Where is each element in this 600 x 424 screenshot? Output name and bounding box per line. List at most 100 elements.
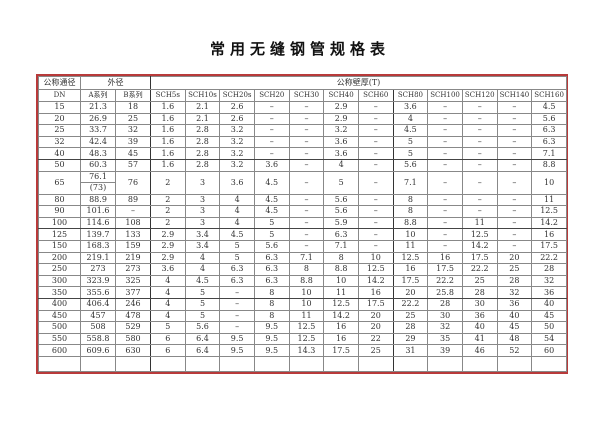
table-cell: – bbox=[461, 101, 498, 114]
table-cell: – bbox=[357, 193, 394, 207]
table-cell: 5.6 bbox=[253, 239, 290, 253]
table-cell: – bbox=[496, 124, 533, 137]
table-cell: 5 bbox=[150, 321, 186, 334]
table-cell: 4.5 bbox=[219, 228, 255, 241]
empty-cell bbox=[253, 355, 290, 372]
table-cell: 6 bbox=[150, 344, 186, 357]
table-cell: 2.8 bbox=[184, 147, 221, 160]
table-cell: 323.9 bbox=[80, 274, 116, 288]
table-cell: 200 bbox=[38, 251, 81, 265]
column-header: DN bbox=[38, 88, 81, 102]
table-cell: 1.6 bbox=[150, 158, 186, 172]
table-cell: – bbox=[496, 135, 533, 149]
table-cell: 90 bbox=[38, 205, 81, 218]
table-row: 25 33.7 32 1.6 2.8 3.2– –3.2–4.5– – –6.3 bbox=[38, 124, 568, 137]
table-cell: – bbox=[496, 158, 533, 172]
table-cell: 2.8 bbox=[184, 135, 221, 149]
table-cell: 17.5 bbox=[427, 263, 463, 276]
table-cell: 15 bbox=[38, 101, 81, 114]
table-cell: 17.5 bbox=[531, 239, 568, 253]
table-cell: 7.1 bbox=[288, 251, 325, 265]
table-row: 250 273 273 3.6 4 6.3 6.3 8 8.8 12.5 16 17.5 22.2 25 2… bbox=[38, 263, 568, 276]
table-cell: – bbox=[496, 147, 533, 160]
table-cell: 9.5 bbox=[253, 344, 290, 357]
table-cell: 29 bbox=[392, 332, 429, 346]
table-cell: – bbox=[253, 135, 290, 149]
table-cell: – bbox=[253, 101, 290, 114]
table-cell: 8 bbox=[392, 205, 429, 218]
table-cell: 42.4 bbox=[80, 135, 116, 149]
table-cell: 325 bbox=[115, 274, 151, 288]
table-cell: 5 bbox=[253, 216, 290, 230]
table-cell: – bbox=[427, 216, 463, 230]
table-cell: 4.5 bbox=[392, 124, 429, 137]
table-cell: 3 bbox=[184, 170, 221, 195]
table-cell: – bbox=[427, 147, 463, 160]
table-cell: 3 bbox=[184, 205, 221, 218]
table-cell: 16 bbox=[392, 263, 429, 276]
table-cell: 10 bbox=[531, 170, 568, 195]
table-cell: 10 bbox=[357, 251, 394, 265]
table-cell: 17.5 bbox=[392, 274, 429, 288]
column-header: SCH40 bbox=[323, 88, 359, 102]
table-cell: 6.4 bbox=[184, 344, 221, 357]
table-cell: 246 bbox=[115, 297, 151, 311]
table-cell: – bbox=[288, 216, 325, 230]
table-cell: 168.3 bbox=[80, 239, 116, 253]
table-cell: 25 bbox=[115, 112, 151, 126]
table-cell: – bbox=[357, 158, 394, 172]
table-cell: 7.1 bbox=[392, 170, 429, 195]
table-cell: – bbox=[219, 321, 255, 334]
table-cell: 4.5 bbox=[253, 170, 290, 195]
table-cell: – bbox=[427, 158, 463, 172]
table-cell: 11 bbox=[531, 193, 568, 207]
table-cell: 2.6 bbox=[219, 112, 255, 126]
table-cell: 3.6 bbox=[323, 135, 359, 149]
table-cell: 3.4 bbox=[184, 239, 221, 253]
table-cell: – bbox=[219, 297, 255, 311]
table-cell: 10 bbox=[288, 297, 325, 311]
table-cell: 3.2 bbox=[219, 135, 255, 149]
table-cell: – bbox=[357, 170, 394, 195]
table-cell: 14.2 bbox=[357, 274, 394, 288]
table-cell: 28 bbox=[427, 297, 463, 311]
table-cell: 4 bbox=[184, 251, 221, 265]
table-cell: 6.3 bbox=[219, 274, 255, 288]
table-cell: 8 bbox=[253, 297, 290, 311]
table-cell: 40 bbox=[531, 297, 568, 311]
table-cell: 28 bbox=[496, 274, 533, 288]
table-cell: – bbox=[496, 101, 533, 114]
table-cell: – bbox=[357, 112, 394, 126]
table-cell: 31 bbox=[392, 344, 429, 357]
table-cell: – bbox=[461, 193, 498, 207]
table-cell: – bbox=[427, 193, 463, 207]
table-cell: 5.6 bbox=[531, 112, 568, 126]
table-cell: 20 bbox=[357, 309, 394, 323]
table-cell: 5 bbox=[253, 228, 290, 241]
empty-cell bbox=[392, 355, 429, 372]
table-cell: – bbox=[461, 124, 498, 137]
table-cell: 150 bbox=[38, 239, 81, 253]
empty-cell bbox=[38, 355, 81, 372]
table-cell: 20 bbox=[357, 321, 394, 334]
table-cell: 25 bbox=[461, 274, 498, 288]
table-cell: 5 bbox=[219, 239, 255, 253]
table-cell: 4 bbox=[323, 158, 359, 172]
column-header: SCH30 bbox=[288, 88, 325, 102]
table-cell: 17.5 bbox=[323, 344, 359, 357]
table-cell: 76.1 (73) bbox=[80, 170, 116, 195]
table-row: 50 60.3 57 1.6 2.8 3.2 3.6–4–5.6– – –8.8 bbox=[38, 158, 568, 172]
table-row: 350 355.6 377 4 5–8 10 11 16 20 25.8 28 32 36 bbox=[38, 286, 568, 299]
table-cell: 50 bbox=[531, 321, 568, 334]
empty-row bbox=[38, 355, 568, 372]
table-cell: 159 bbox=[115, 239, 151, 253]
table-cell: – bbox=[219, 286, 255, 299]
table-cell: 26.9 bbox=[80, 112, 116, 126]
table-cell: 219.1 bbox=[80, 251, 116, 265]
table-cell: 4 bbox=[219, 216, 255, 230]
table-cell: 273 bbox=[80, 263, 116, 276]
table-cell: 6 bbox=[150, 332, 186, 346]
table-cell: 20 bbox=[38, 112, 81, 126]
table-cell: 478 bbox=[115, 309, 151, 323]
table-cell: – bbox=[115, 205, 151, 218]
